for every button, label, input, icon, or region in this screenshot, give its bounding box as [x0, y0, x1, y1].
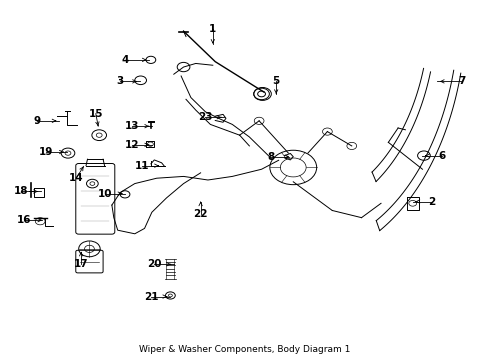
Text: 23: 23: [198, 112, 212, 122]
Text: 21: 21: [143, 292, 158, 302]
Text: 3: 3: [116, 76, 123, 86]
Text: 16: 16: [17, 215, 31, 225]
Text: 5: 5: [272, 76, 279, 86]
Text: Wiper & Washer Components, Body Diagram 1: Wiper & Washer Components, Body Diagram …: [139, 345, 349, 354]
Text: 19: 19: [38, 147, 53, 157]
Text: 9: 9: [34, 116, 41, 126]
Text: 1: 1: [209, 24, 216, 35]
Text: 20: 20: [147, 259, 161, 269]
Text: 4: 4: [121, 55, 128, 65]
Text: 10: 10: [98, 189, 113, 199]
Text: 7: 7: [457, 76, 464, 86]
Text: 15: 15: [88, 109, 103, 119]
Text: 17: 17: [74, 259, 88, 269]
Text: 2: 2: [427, 197, 435, 207]
Text: 22: 22: [193, 209, 207, 219]
Text: 6: 6: [437, 150, 445, 161]
Text: 13: 13: [125, 121, 139, 131]
Text: 12: 12: [125, 140, 139, 150]
Text: 14: 14: [69, 173, 83, 183]
Text: 11: 11: [135, 161, 149, 171]
Text: 8: 8: [267, 152, 274, 162]
Text: 18: 18: [14, 186, 28, 197]
